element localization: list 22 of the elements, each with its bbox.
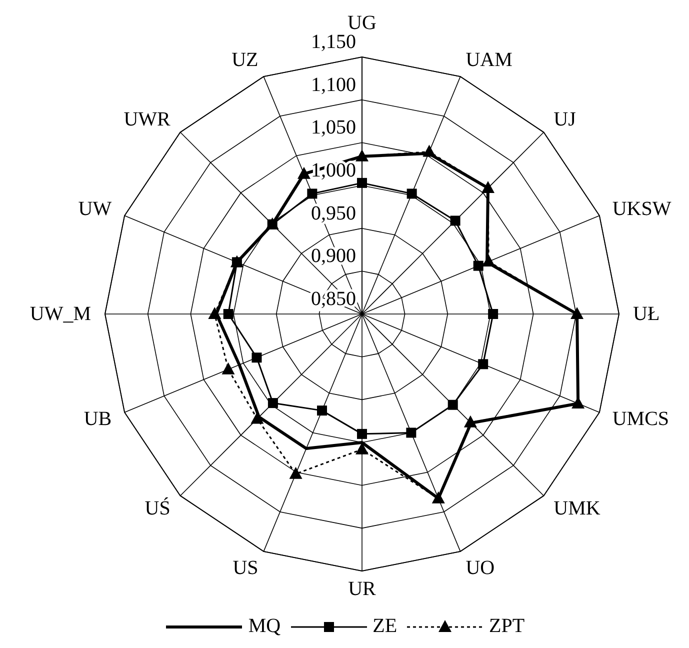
spoke-label: UW [78, 198, 112, 220]
legend-label: ZE [372, 615, 398, 638]
spoke-label: UWR [124, 108, 172, 131]
y-tick-label: 1,050 [311, 116, 356, 139]
spoke-label: UKSW [612, 198, 672, 220]
spoke-label: UAM [466, 48, 513, 71]
spoke-label: UJ [554, 108, 576, 131]
spoke-label: UB [84, 408, 112, 430]
spoke-label: UMK [554, 497, 601, 520]
y-tick-label: 1,100 [311, 74, 356, 96]
spoke-label: UW_M [30, 303, 92, 325]
y-tick-label: 1,150 [311, 31, 356, 53]
spoke-label: UŁ [633, 303, 660, 325]
legend-label: ZPT [489, 615, 525, 638]
spoke-label: UO [466, 557, 495, 580]
spoke-label: US [232, 557, 258, 580]
spoke-label: UG [348, 12, 376, 34]
spoke-label: UŚ [144, 496, 170, 520]
spoke-label: UZ [232, 48, 258, 71]
spoke-label: UMCS [612, 408, 670, 430]
legend-label: MQ [248, 615, 281, 638]
spoke-label: UR [348, 578, 377, 600]
